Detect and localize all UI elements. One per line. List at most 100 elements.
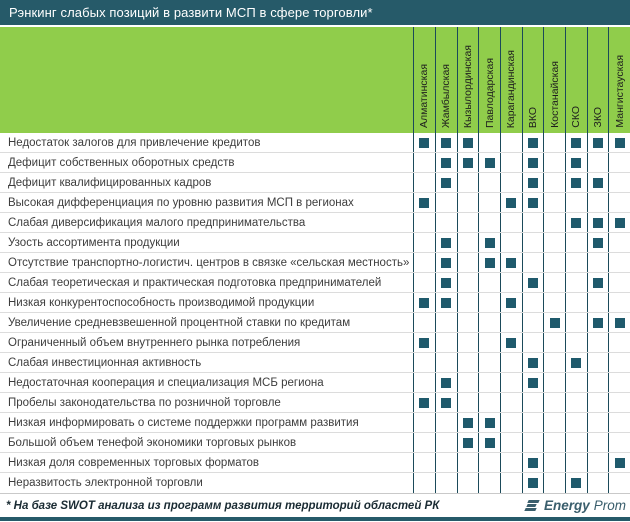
matrix-cell	[586, 173, 609, 192]
row-label: Узость ассортимента продукции	[8, 236, 180, 249]
matrix-cell	[434, 213, 457, 232]
matrix-cell	[521, 193, 544, 212]
column-header-cell: Алматинская	[413, 27, 435, 133]
matrix-cell	[478, 453, 500, 472]
mark-square	[592, 217, 603, 228]
mark-square	[527, 197, 538, 208]
matrix-cell	[586, 393, 609, 412]
mark-square	[419, 337, 430, 348]
matrix-cell	[413, 433, 435, 452]
matrix-cell	[608, 173, 630, 192]
mark-square	[419, 197, 430, 208]
matrix-cell	[413, 333, 435, 352]
matrix-cell	[521, 233, 544, 252]
matrix-cell	[499, 433, 522, 452]
matrix-cell	[564, 393, 587, 412]
matrix-cell	[413, 373, 435, 392]
matrix-cell	[521, 273, 544, 292]
column-header-cell: Павлодарская	[478, 27, 500, 133]
row-label: Недостаточная кооперация и специализация…	[8, 376, 324, 389]
row-label: Низкая доля современных торговых формато…	[8, 456, 260, 469]
matrix-cell	[478, 313, 500, 332]
column-header-cell: СКО	[564, 27, 587, 133]
matrix-cell	[543, 233, 565, 252]
matrix-cell	[456, 413, 479, 432]
matrix-cell	[499, 293, 522, 312]
row-label: Большой объем тенефой экономики торговых…	[8, 436, 297, 449]
row-label: Слабая диверсификация малого предпринима…	[8, 216, 306, 229]
matrix-cell	[456, 213, 479, 232]
matrix-cell	[586, 413, 609, 432]
mark-square	[549, 317, 560, 328]
matrix-cell	[608, 293, 630, 312]
matrix-cell	[543, 453, 565, 472]
mark-square	[592, 317, 603, 328]
mark-square	[527, 157, 538, 168]
table-row: Неразвитость электронной торговли	[0, 473, 630, 493]
mark-square	[527, 457, 538, 468]
mark-square	[592, 277, 603, 288]
matrix-cell	[478, 473, 500, 493]
matrix-cell	[413, 293, 435, 312]
matrix-cell	[586, 273, 609, 292]
matrix-cell	[543, 413, 565, 432]
matrix-cell	[456, 233, 479, 252]
table-row: Слабая теоретическая и практическая подг…	[0, 273, 630, 293]
column-header-label: Мангистауская	[613, 55, 626, 128]
matrix-cell	[499, 453, 522, 472]
footer: * На базе SWOT анализа из программ разви…	[0, 494, 630, 517]
mark-square	[527, 177, 538, 188]
row-label: Пробелы законодательства по розничной то…	[8, 396, 281, 409]
matrix-cell	[608, 433, 630, 452]
mark-square	[592, 177, 603, 188]
matrix-cell	[499, 213, 522, 232]
row-label: Низкая информировать о системе поддержки…	[8, 416, 359, 429]
matrix-cell	[564, 293, 587, 312]
matrix-cell	[586, 333, 609, 352]
matrix-cell	[521, 413, 544, 432]
matrix-cell	[478, 173, 500, 192]
mark-square	[571, 177, 582, 188]
matrix-cell	[456, 253, 479, 272]
mark-square	[462, 417, 473, 428]
matrix-cell	[413, 133, 435, 152]
table-row: Недостаток залогов для привлечение креди…	[0, 133, 630, 153]
matrix-cell	[586, 193, 609, 212]
matrix-cell	[521, 213, 544, 232]
matrix-cell	[478, 153, 500, 172]
matrix-cell	[564, 133, 587, 152]
matrix-cell	[434, 193, 457, 212]
mark-square	[484, 157, 495, 168]
matrix-cell	[456, 153, 479, 172]
table-row: Недостаточная кооперация и специализация…	[0, 373, 630, 393]
matrix-cell	[521, 473, 544, 493]
column-header-label: ВКО	[526, 106, 539, 128]
column-header-label: Костанайская	[548, 61, 561, 128]
matrix-cell	[564, 273, 587, 292]
matrix-cell	[478, 193, 500, 212]
mark-square	[441, 277, 452, 288]
mark-square	[441, 157, 452, 168]
column-header-label: СКО	[570, 106, 583, 128]
matrix-cell	[456, 393, 479, 412]
matrix-cell	[521, 353, 544, 372]
matrix-cell	[434, 473, 457, 493]
matrix-cell	[521, 313, 544, 332]
matrix-cell	[456, 473, 479, 493]
matrix-cell	[543, 133, 565, 152]
matrix-cell	[608, 333, 630, 352]
matrix-cell	[478, 213, 500, 232]
matrix-cell	[478, 293, 500, 312]
matrix-cell	[608, 193, 630, 212]
matrix-cell	[586, 373, 609, 392]
matrix-cell	[564, 353, 587, 372]
row-label: Слабая инвестиционная активность	[8, 356, 202, 369]
mark-square	[484, 417, 495, 428]
column-header-cell: Жамбылская	[434, 27, 457, 133]
column-header-label: Алматинская	[418, 63, 431, 128]
mark-square	[571, 157, 582, 168]
matrix-cell	[543, 473, 565, 493]
matrix-cell	[499, 153, 522, 172]
matrix-cell	[543, 193, 565, 212]
